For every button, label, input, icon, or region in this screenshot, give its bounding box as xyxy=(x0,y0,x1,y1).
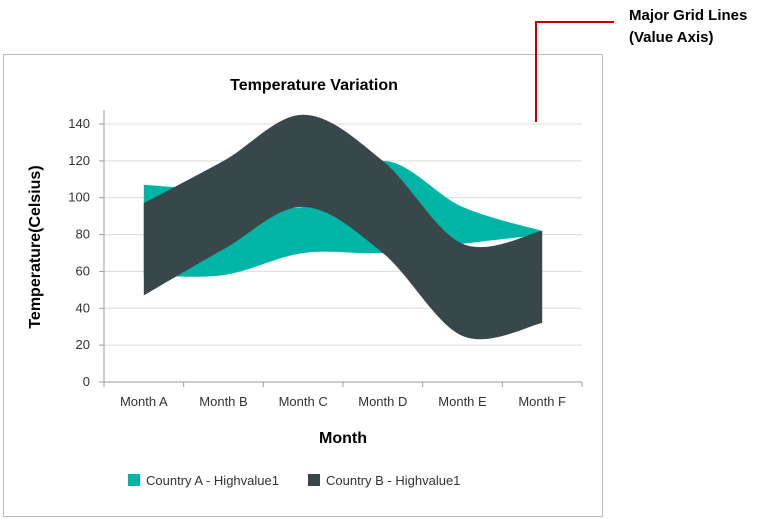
series-area-2[interactable] xyxy=(143,114,543,340)
x-tick-label: Month F xyxy=(518,394,566,409)
y-tick-label: 0 xyxy=(83,374,90,389)
y-tick-label: 20 xyxy=(76,337,90,352)
callout-leader-line xyxy=(535,21,614,122)
x-tick-label: Month E xyxy=(438,394,487,409)
y-tick-label: 60 xyxy=(76,263,90,278)
x-tick-label: Month B xyxy=(199,394,247,409)
axes xyxy=(99,110,583,387)
x-axis-title: Month xyxy=(319,430,367,447)
legend-swatch xyxy=(308,474,320,486)
y-tick-label: 40 xyxy=(76,300,90,315)
legend-label: Country A - Highvalue1 xyxy=(146,473,279,488)
y-tick-label: 140 xyxy=(68,116,90,131)
y-tick-label: 100 xyxy=(68,190,90,205)
y-tick-label: 80 xyxy=(76,227,90,242)
legend: Country A - Highvalue1 Country B - Highva… xyxy=(128,473,460,488)
series-areas xyxy=(143,114,543,340)
y-axis-title: Temperature(Celsius) xyxy=(27,165,44,328)
callout-text-line: Major Grid Lines xyxy=(629,7,747,24)
callout-text-line: (Value Axis) xyxy=(629,29,713,46)
callout-annotation: Major Grid Lines (Value Axis) xyxy=(535,7,747,122)
x-tick-label: Month D xyxy=(358,394,407,409)
y-tick-labels: 0 20 40 60 80 100 120 140 xyxy=(68,116,90,389)
y-tick-label: 120 xyxy=(68,153,90,168)
legend-swatch xyxy=(128,474,140,486)
x-tick-label: Month C xyxy=(279,394,328,409)
chart-title: Temperature Variation xyxy=(230,77,398,94)
legend-item-2[interactable]: Country B - Highvalue1 xyxy=(308,473,460,488)
x-tick-label: Month A xyxy=(120,394,168,409)
legend-label: Country B - Highvalue1 xyxy=(326,473,460,488)
legend-item-1[interactable]: Country A - Highvalue1 xyxy=(128,473,279,488)
x-tick-labels: Month A Month B Month C Month D Month E Month… xyxy=(120,394,566,409)
